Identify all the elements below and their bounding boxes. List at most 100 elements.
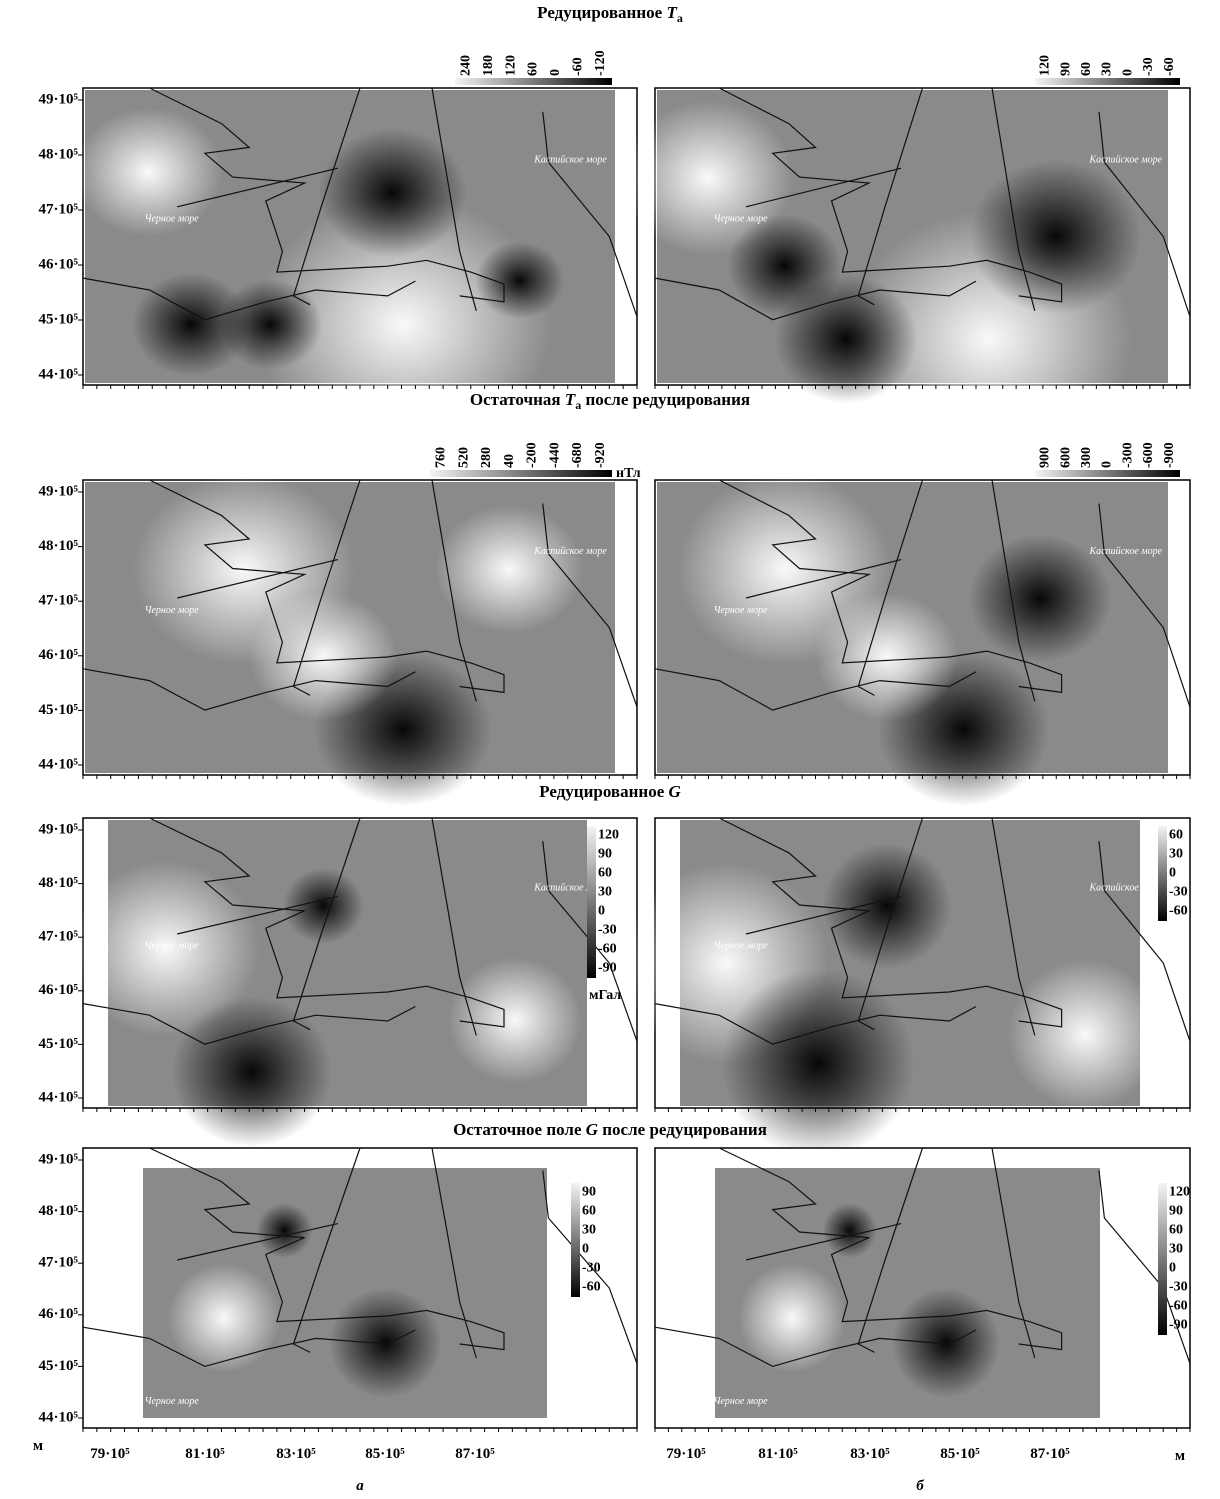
anomaly [249,593,397,721]
anomaly [815,593,958,721]
anomaly [329,1288,442,1398]
y-tick-label: 46·10⁵ [39,647,79,663]
colorbar-label: 90 [1058,62,1073,76]
sea-label: Черное море [714,941,769,952]
colorbar [1035,78,1180,85]
colorbar-label: 180 [481,55,496,76]
colorbar-label: -680 [570,442,585,468]
title-part: а [677,11,683,25]
y-tick-label: 45·10⁵ [39,702,79,718]
colorbar-label: 760 [434,447,449,468]
y-tick-label: 45·10⁵ [39,1358,79,1374]
colorbar-label: 30 [1100,62,1115,76]
colorbar-label: -120 [593,50,608,76]
section-title: Редуцированное G [539,782,681,801]
colorbar-label: 900 [1038,447,1053,468]
y-tick-label: 45·10⁵ [39,311,79,327]
colorbar-label: 0 [1169,866,1176,881]
colorbar-label: 90 [582,1185,596,1200]
x-tick-label: 79·10⁵ [666,1446,706,1462]
title-part: T [565,390,576,409]
x-tick-label: 81·10⁵ [758,1446,798,1462]
y-tick-label: 49·10⁵ [39,1151,79,1167]
colorbar [1158,1183,1167,1335]
colorbar-label: -30 [1141,57,1156,76]
colorbar-label: -60 [1169,904,1188,919]
colorbar-label: 30 [582,1223,596,1238]
colorbar-label: -30 [598,923,617,938]
colorbar-label: -60 [582,1280,601,1295]
anomaly [892,1288,1000,1398]
colorbar-label: -30 [1169,885,1188,900]
x-unit: м [33,1438,43,1454]
x-tick-label: 83·10⁵ [850,1446,890,1462]
sea-label: Каспийское море [1089,546,1163,557]
colorbar [430,470,612,477]
colorbar-label: 90 [1169,1204,1183,1219]
sea-label: Каспийское море [533,154,607,165]
colorbar-label: 30 [1169,1242,1183,1257]
title-part: после редуцирования [581,390,750,409]
y-tick-label: 49·10⁵ [39,821,79,837]
colorbar-label: -60 [598,942,617,957]
anomaly [823,1203,877,1258]
colorbar-label: -200 [525,442,540,468]
y-tick-label: 46·10⁵ [39,982,79,998]
section-title: Остаточное поле G после редуцирования [453,1120,767,1139]
unit-label: нТл [616,466,641,481]
colorbar-label: -920 [593,442,608,468]
colorbar-label: 90 [598,847,612,862]
sea-label: Каспийское море [1089,154,1163,165]
y-tick-label: 44·10⁵ [39,366,79,382]
colorbar-label: 0 [598,904,605,919]
colorbar [455,78,612,85]
section-title: Редуцированное Tа [537,3,683,25]
title-part: G [669,782,682,801]
colorbar-label: -60 [1162,57,1177,76]
colorbar-label: 30 [598,885,612,900]
y-tick-label: 46·10⁵ [39,1306,79,1322]
y-tick-label: 48·10⁵ [39,875,79,891]
colorbar [571,1183,580,1297]
colorbar-label: -60 [1169,1299,1188,1314]
colorbar-label: 60 [1169,828,1183,843]
title-part: Редуцированное [539,782,668,801]
colorbar-label: 30 [1169,847,1183,862]
title-part: Редуцированное [537,3,666,22]
anomaly [475,242,564,319]
panel-letter: а [356,1478,364,1494]
x-unit: м [1175,1448,1185,1464]
anomaly [171,996,332,1147]
colorbar [587,826,596,978]
y-tick-label: 47·10⁵ [39,201,79,217]
title-part: T [666,3,677,22]
colorbar-label: 520 [456,447,471,468]
y-tick-label: 49·10⁵ [39,91,79,107]
y-tick-label: 44·10⁵ [39,756,79,772]
anomaly [823,843,952,969]
y-tick-label: 47·10⁵ [39,593,79,609]
x-tick-label: 83·10⁵ [276,1446,316,1462]
sea-label: Черное море [714,214,769,225]
y-tick-label: 49·10⁵ [39,483,79,499]
x-tick-label: 85·10⁵ [365,1446,405,1462]
colorbar-label: 60 [1079,62,1094,76]
x-tick-label: 79·10⁵ [90,1446,130,1462]
colorbar-label: -60 [571,57,586,76]
title-part: G [586,1120,599,1139]
colorbar-label: -440 [547,442,562,468]
y-tick-label: 44·10⁵ [39,1089,79,1105]
sea-label: Черное море [714,605,769,616]
x-tick-label: 87·10⁵ [455,1446,495,1462]
map-panel: Черное море1209060300-30-60-90 [655,1148,1190,1432]
title-part: Остаточная [470,390,565,409]
sea-label: Черное море [145,605,200,616]
colorbar-label: 60 [598,866,612,881]
x-tick-label: 87·10⁵ [1030,1446,1070,1462]
y-tick-label: 46·10⁵ [39,256,79,272]
colorbar-label: 300 [1079,447,1094,468]
